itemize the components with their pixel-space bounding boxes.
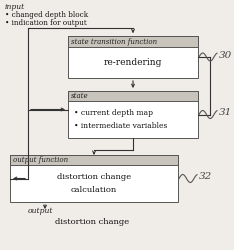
Text: state: state (71, 92, 89, 100)
Bar (68, 36, 198, 47)
Text: distortion change: distortion change (55, 218, 129, 226)
Bar (68, 36, 198, 78)
Text: state transition function: state transition function (71, 38, 157, 46)
Text: calculation: calculation (71, 186, 117, 194)
Text: • indication for output: • indication for output (5, 19, 87, 27)
Text: • intermediate variables: • intermediate variables (74, 122, 167, 130)
Text: 30: 30 (219, 50, 232, 59)
Bar (10, 155, 178, 202)
Bar (68, 91, 198, 101)
Text: input: input (5, 3, 25, 11)
Text: 31: 31 (219, 108, 232, 117)
Text: output: output (28, 207, 54, 215)
Bar (10, 155, 178, 165)
Text: distortion change: distortion change (57, 173, 131, 181)
Text: • current depth map: • current depth map (74, 109, 153, 117)
Text: re-rendering: re-rendering (104, 58, 162, 67)
Bar (68, 91, 198, 138)
Text: • changed depth block: • changed depth block (5, 11, 88, 19)
Text: output function: output function (13, 156, 68, 164)
Text: 32: 32 (199, 172, 212, 181)
